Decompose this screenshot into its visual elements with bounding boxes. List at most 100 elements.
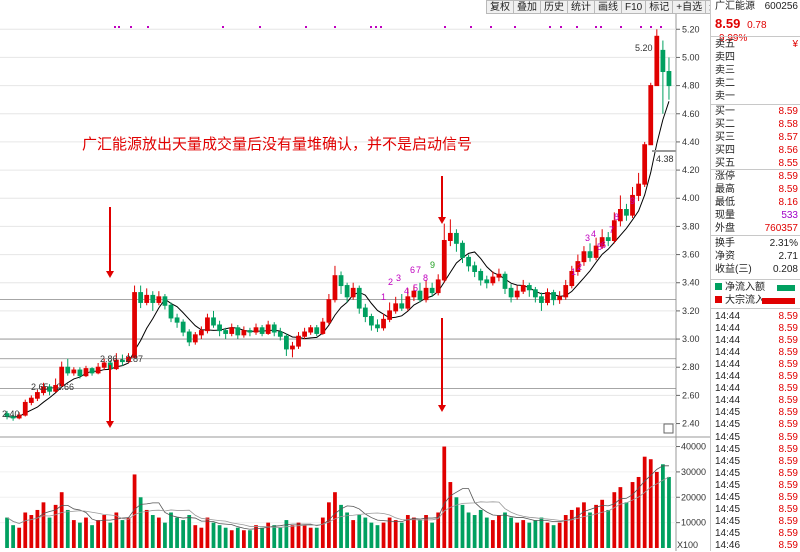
marker-dot (560, 26, 562, 28)
tick-row-label: 14:44 (715, 359, 741, 371)
volume-bar (211, 522, 216, 548)
axis-tick-label: 3.20 (682, 306, 700, 316)
candle-body (502, 273, 508, 289)
candle-body (101, 362, 107, 368)
volume-bar (430, 522, 435, 548)
candle-body (520, 285, 526, 292)
candle-body (575, 261, 581, 272)
volume-bar (393, 520, 398, 548)
candle-body (186, 331, 192, 343)
volume-bar (187, 515, 192, 548)
tick-row-label: 14:45 (715, 515, 741, 527)
stat-row: 涨停 8.59 (715, 170, 798, 183)
volume-bar (108, 522, 113, 548)
candle-body (587, 251, 593, 258)
candle-body (290, 345, 295, 350)
toolbar-button[interactable]: 画线 (594, 0, 622, 14)
volume-bar (557, 522, 562, 548)
stat2-row: 换手 2.31% (715, 237, 798, 250)
count-label: 6 (601, 240, 606, 250)
ask-row-value: ¥ (792, 39, 798, 50)
candle-body (666, 71, 672, 87)
volume-bar (551, 525, 556, 548)
marker-dot (130, 26, 132, 28)
stock-price-row: 8.59 0.78 9.99% (715, 17, 798, 44)
volume-bar (503, 512, 507, 548)
toolbar-button[interactable]: +自选 (672, 0, 707, 14)
price-marker (652, 150, 676, 152)
flow-bar (777, 285, 795, 291)
axis-tick-label: 3.60 (682, 250, 700, 260)
volume-bar (357, 515, 362, 548)
toolbar-button[interactable]: F10 (621, 0, 647, 14)
price-label: 2.65 - 2.66 (31, 382, 74, 392)
volume-bar (648, 459, 653, 548)
volume-ma10-line (6, 476, 670, 528)
stat-row-label: 现量 (715, 210, 735, 221)
volume-bar (521, 520, 526, 548)
volume-bar (454, 497, 459, 548)
candle-body (654, 35, 660, 87)
stat-row-value: 8.16 (778, 197, 798, 208)
volume-bar (320, 517, 325, 548)
toolbar-button[interactable]: 统计 (567, 0, 595, 14)
tick-row: 14:44 8.59 (715, 334, 798, 347)
candle-body (162, 296, 168, 306)
bid-row-label: 买三 (715, 132, 735, 143)
count-label: 3 (585, 233, 590, 243)
volume-bar (138, 497, 143, 548)
toolbar-button[interactable]: 叠加 (513, 0, 541, 14)
candle-body (381, 318, 386, 329)
marker-dot (259, 26, 261, 28)
toolbar-button[interactable]: 复权 (486, 0, 514, 14)
candle-body (28, 397, 34, 403)
flow-label: 净流入额 (725, 282, 765, 293)
panel-divider (711, 104, 800, 105)
candle-body (271, 324, 277, 333)
volume-axis-label: 20000 (681, 492, 706, 502)
tick-row-value: 8.59 (778, 335, 798, 347)
price-label: 5.20 (635, 43, 653, 53)
candle-body (648, 85, 654, 146)
marker-dot (222, 26, 224, 28)
volume-bar (156, 517, 161, 548)
volume-bar (296, 522, 301, 548)
count-label: 4 (404, 286, 409, 296)
arrow-head (438, 217, 446, 224)
candle-body (460, 242, 465, 258)
candle-body (71, 369, 77, 374)
marker-dot (620, 26, 622, 28)
volume-bar (497, 515, 501, 548)
candle-body (332, 275, 338, 301)
stat-row-value: 8.59 (778, 171, 798, 182)
price-label: 2.40 (2, 409, 20, 419)
flow-row: 净流入额 (715, 281, 798, 294)
candle-body (247, 330, 253, 333)
volume-ma-line (6, 465, 669, 530)
ask-row: 卖三 (715, 64, 798, 77)
candle-body (630, 194, 635, 216)
flow-swatch (715, 283, 722, 290)
ask-row: 卖四 (715, 51, 798, 64)
candle-body (198, 330, 204, 336)
tick-row: 14:45 8.59 (715, 503, 798, 516)
candle-body (314, 327, 320, 334)
toolbar-button[interactable]: 标记 (645, 0, 674, 14)
volume-bar (588, 512, 592, 548)
candle-body (375, 324, 380, 329)
volume-panel (5, 446, 671, 548)
volume-bar (254, 525, 258, 548)
kline-chart[interactable]: 5.20 5.00 4.80 4.60 4.40 4.20 4.00 3.80 3.60 3.40… (0, 0, 710, 551)
volume-bar (545, 522, 550, 548)
candle-body (593, 245, 599, 258)
volume-bar (260, 527, 264, 548)
candle-body (405, 296, 411, 309)
volume-bar (527, 522, 532, 548)
volume-axis-label: 10000 (681, 518, 706, 528)
volume-bar (448, 482, 453, 548)
toolbar-button[interactable]: 历史 (540, 0, 568, 14)
volume-bar (78, 522, 82, 548)
count-label: 5 (597, 242, 602, 252)
tick-row: 14:45 8.59 (715, 431, 798, 444)
count-label: 1 (571, 267, 576, 277)
